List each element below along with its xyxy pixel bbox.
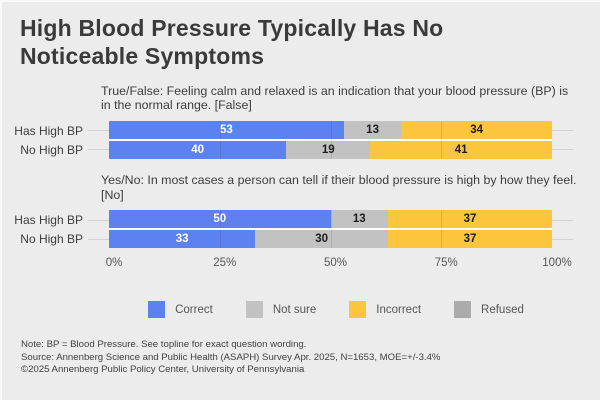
category-label: No High BP [20, 142, 83, 157]
gridline-25 [219, 210, 221, 229]
stacked-bar: 33 30 37 [109, 230, 552, 249]
x-axis-tick-100: 100% [542, 257, 572, 270]
x-axis-tick-0: 0% [105, 257, 123, 270]
question-2: Yes/No: In most cases a person can tell … [101, 172, 577, 202]
chart-page: High Blood Pressure Typically Has No Not… [2, 2, 600, 377]
segment-correct: 50 [109, 210, 331, 229]
gridline-50 [330, 120, 332, 139]
legend-item-not-sure: Not sure [245, 301, 317, 319]
legend-label: Correct [175, 303, 213, 316]
gridline-50 [330, 210, 332, 229]
segment-not-sure: 13 [330, 210, 389, 229]
stacked-bar: 53 13 34 [109, 120, 552, 141]
note-line: Note: BP = Blood Pressure. See topline f… [21, 339, 307, 351]
tick-dash-left [88, 219, 109, 221]
bar-row-q2-no-high-bp: No High BP 33 30 37 [2, 230, 600, 249]
gridline-75 [441, 230, 443, 249]
segment-not-sure: 30 [255, 230, 389, 249]
legend-label: Not sure [272, 303, 317, 316]
category-label: No High BP [20, 232, 83, 247]
legend-item-refused: Refused [454, 301, 524, 319]
x-axis-tick-25: 25% [213, 257, 237, 270]
legend-label: Incorrect [376, 303, 422, 316]
segment-not-sure: 13 [343, 120, 402, 139]
gridline-75 [441, 210, 443, 229]
legend-item-incorrect: Incorrect [349, 301, 422, 319]
gridline-75 [441, 120, 443, 139]
gridline-25 [219, 140, 221, 159]
segment-incorrect: 41 [370, 140, 552, 159]
gridline-25 [219, 230, 221, 249]
legend: Correct Not sure Incorrect Refused [72, 301, 600, 319]
segment-incorrect: 34 [401, 120, 552, 139]
stacked-bar: 40 19 41 [109, 140, 552, 159]
segment-correct: 40 [109, 140, 287, 159]
x-axis: 0% 25% 50% 75% 100% [106, 257, 572, 272]
segment-correct: 53 [109, 120, 344, 139]
legend-swatch-not-sure [245, 301, 263, 319]
legend-label: Refused [481, 303, 524, 316]
copyright-line: ©2025 Annenberg Public Policy Center, Un… [21, 364, 305, 376]
tick-dash-right [552, 149, 573, 151]
segment-incorrect: 37 [388, 210, 552, 229]
legend-swatch-correct [148, 301, 166, 319]
x-axis-tick-50: 50% [323, 257, 348, 270]
bar-row-q2-has-high-bp: Has High BP 50 13 37 [2, 210, 600, 231]
bar-row-q1-has-high-bp: Has High BP 53 13 34 [2, 120, 600, 141]
tick-dash-right [552, 130, 573, 132]
gridline-50 [330, 230, 332, 249]
category-label: Has High BP [14, 213, 83, 228]
gridline-75 [441, 140, 443, 159]
stacked-bar: 50 13 37 [109, 210, 552, 231]
x-axis-tick-75: 75% [434, 257, 458, 270]
tick-dash-left [88, 130, 109, 132]
source-line: Source: Annenberg Science and Public Hea… [21, 351, 441, 363]
bar-row-q1-no-high-bp: No High BP 40 19 41 [2, 140, 600, 159]
page-title: High Blood Pressure Typically Has No Not… [20, 15, 444, 69]
category-label: Has High BP [14, 123, 83, 138]
legend-swatch-refused [454, 301, 472, 319]
tick-dash-left [88, 149, 109, 151]
question-1: True/False: Feeling calm and relaxed is … [101, 83, 569, 113]
gridline-25 [219, 120, 221, 139]
segment-correct: 33 [109, 230, 256, 249]
legend-item-correct: Correct [148, 301, 213, 319]
segment-incorrect: 37 [388, 230, 552, 249]
tick-dash-right [552, 238, 573, 240]
tick-dash-right [552, 219, 573, 221]
footnotes: Note: BP = Blood Pressure. See topline f… [21, 339, 600, 377]
legend-swatch-incorrect [349, 301, 367, 319]
segment-not-sure: 19 [286, 140, 371, 159]
gridline-50 [330, 140, 332, 159]
tick-dash-left [88, 238, 109, 240]
